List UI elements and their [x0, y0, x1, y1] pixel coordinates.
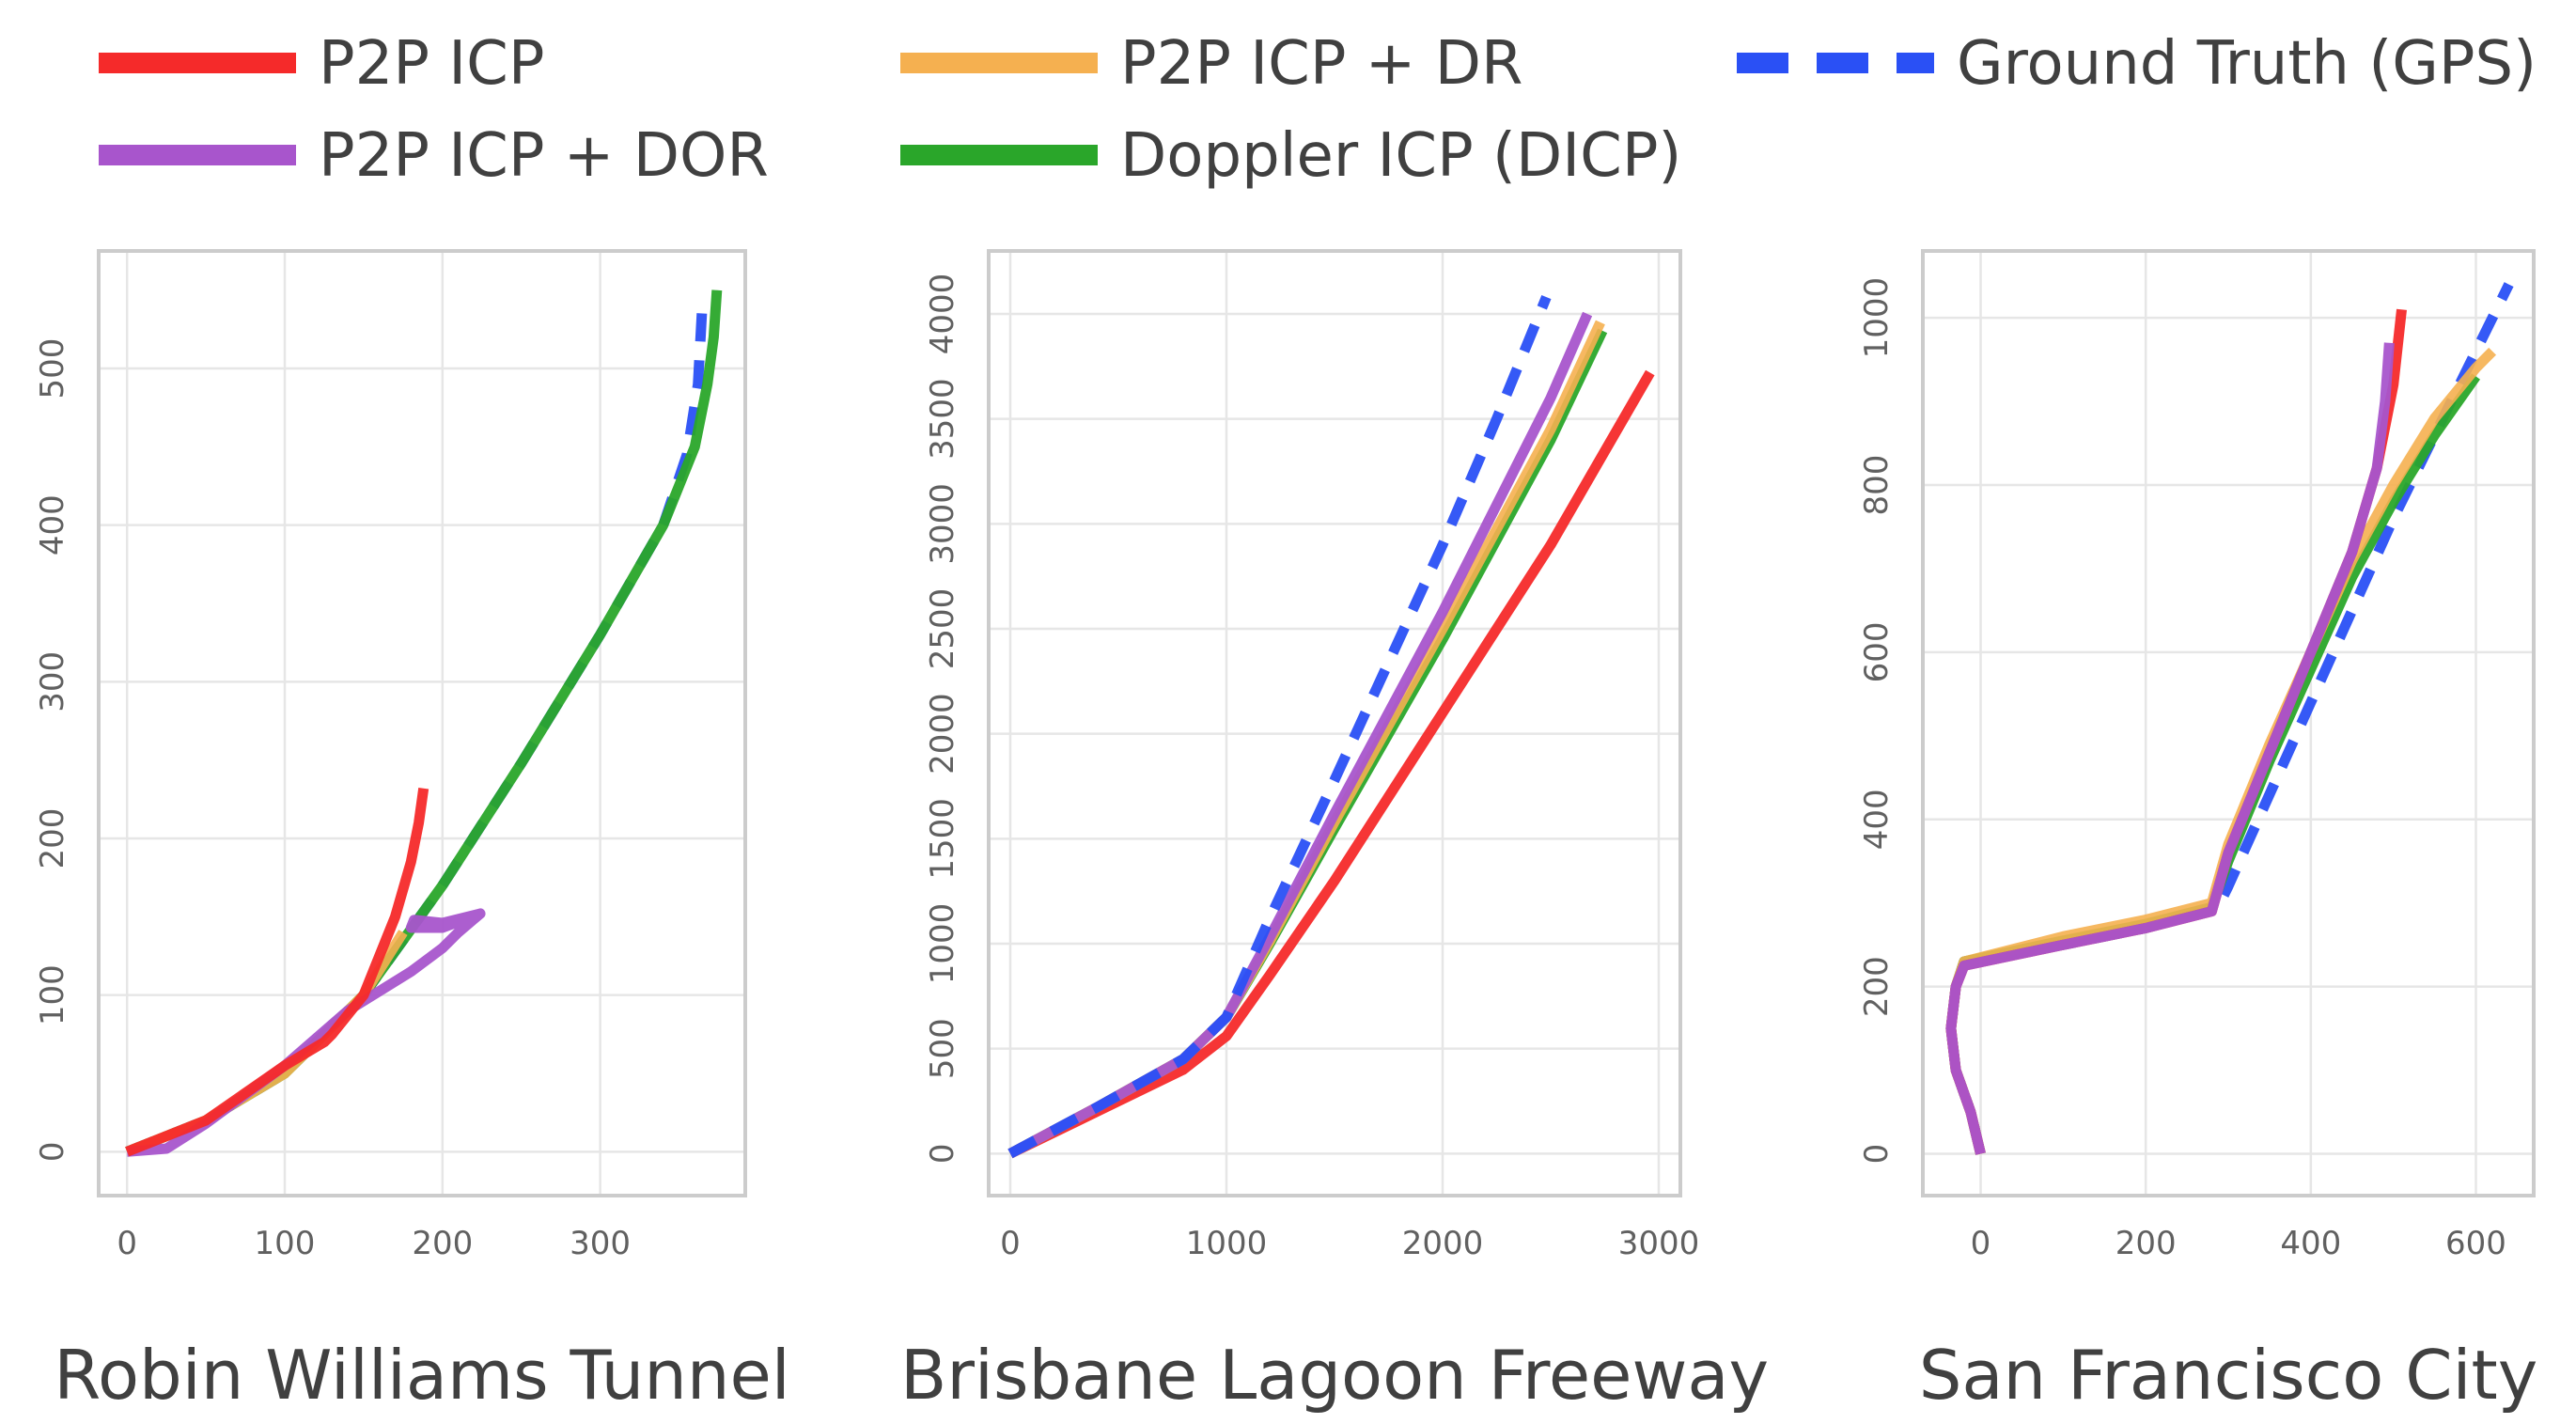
y-tick-label: 400 — [1858, 789, 1896, 850]
grid — [1923, 251, 2534, 1196]
series-line-ground-truth-gps — [1945, 282, 2514, 1155]
y-tick-label: 200 — [34, 808, 71, 869]
series-line-doppler-icp-dicp — [1007, 328, 1608, 1159]
series-group — [1945, 282, 2514, 1155]
x-tick-label: 300 — [570, 1225, 631, 1262]
panel-san-francisco-city: 0 200 400 600 0 200 400 600 800 1000 San Francisco… — [1858, 249, 2538, 1415]
series-line-p2p-icp — [1007, 369, 1655, 1159]
y-tick-label: 300 — [34, 651, 71, 712]
x-tick-label: 400 — [2280, 1225, 2341, 1262]
x-tick-label: 200 — [412, 1225, 473, 1262]
legend-item-p2p-icp-dor: P2P ICP + DOR — [99, 121, 769, 191]
y-tick-label: 400 — [34, 494, 71, 556]
x-tick-label: 0 — [1971, 1225, 1991, 1262]
y-tick-label: 500 — [924, 1018, 961, 1079]
y-tick-label: 0 — [924, 1144, 961, 1165]
chart-title: Robin Williams Tunnel — [54, 1336, 790, 1415]
legend-label: P2P ICP — [319, 29, 544, 99]
series-line-p2p-icp — [1945, 308, 2407, 1155]
grid — [99, 251, 745, 1196]
y-tick-label: 2000 — [924, 693, 961, 775]
series-line-p2p-icp-dor — [126, 908, 486, 1157]
y-tick-label: 3500 — [924, 378, 961, 460]
series-line-p2p-icp — [125, 787, 429, 1157]
y-tick-label: 500 — [34, 338, 71, 399]
legend-item-ground-truth-gps: Ground Truth (GPS) — [1737, 29, 2537, 99]
x-tick-label: 200 — [2115, 1225, 2177, 1262]
series-line-p2p-icp-dr — [1007, 320, 1605, 1159]
x-tick-label: 600 — [2445, 1225, 2506, 1262]
chart-title: San Francisco City — [1919, 1336, 2538, 1415]
legend-label: Doppler ICP (DICP) — [1120, 121, 1681, 191]
series-line-ground-truth-gps — [125, 297, 709, 1157]
y-tick-label: 1000 — [924, 903, 961, 985]
series-group — [125, 289, 723, 1157]
series-group — [1007, 295, 1655, 1159]
legend-item-p2p-icp-dr: P2P ICP + DR — [900, 29, 1522, 99]
series-line-p2p-icp-dor — [1945, 342, 2395, 1155]
x-tick-label: 100 — [255, 1225, 316, 1262]
y-tick-label: 0 — [1858, 1144, 1896, 1165]
y-tick-label: 4000 — [924, 274, 961, 355]
plot-frame — [97, 249, 747, 1197]
series-line-doppler-icp-dicp — [1945, 373, 2480, 1155]
chart-title: Brisbane Lagoon Freeway — [900, 1336, 1769, 1415]
x-tick-label: 2000 — [1402, 1225, 1484, 1262]
x-tick-label: 0 — [1000, 1225, 1021, 1262]
y-tick-label: 800 — [1858, 455, 1896, 516]
grid — [989, 251, 1680, 1196]
y-tick-label: 2500 — [924, 588, 961, 670]
panel-brisbane-lagoon-freeway: 0 1000 2000 3000 0 500 1000 1500 2000 2500 3000 350… — [900, 249, 1769, 1415]
panel-robin-williams-tunnel: 0 100 200 300 0 100 200 300 400 500 Robin Williams… — [34, 249, 790, 1415]
legend-label: P2P ICP + DR — [1120, 29, 1522, 99]
legend-label: P2P ICP + DOR — [319, 121, 769, 191]
x-tick-label: 0 — [117, 1225, 137, 1262]
series-line-p2p-icp-dor — [1007, 311, 1593, 1159]
x-tick-label: 1000 — [1186, 1225, 1268, 1262]
y-tick-label: 0 — [34, 1142, 71, 1163]
series-line-ground-truth-gps — [1007, 295, 1552, 1159]
y-tick-label: 3000 — [924, 483, 961, 565]
legend: P2P ICP P2P ICP + DOR P2P ICP + DR Doppler … — [99, 29, 2537, 191]
y-tick-label: 200 — [1858, 956, 1896, 1017]
series-line-p2p-icp-dr — [125, 930, 408, 1157]
y-tick-label: 100 — [34, 964, 71, 1025]
y-tick-label: 600 — [1858, 621, 1896, 682]
plot-frame — [1921, 249, 2536, 1197]
x-tick-label: 3000 — [1618, 1225, 1700, 1262]
plot-frame — [987, 249, 1682, 1197]
y-tick-label: 1000 — [1858, 277, 1896, 359]
legend-item-p2p-icp: P2P ICP — [99, 29, 544, 99]
legend-item-doppler-icp-dicp: Doppler ICP (DICP) — [900, 121, 1681, 191]
legend-label: Ground Truth (GPS) — [1957, 29, 2537, 99]
series-line-doppler-icp-dicp — [125, 289, 723, 1157]
y-tick-label: 1500 — [924, 798, 961, 880]
